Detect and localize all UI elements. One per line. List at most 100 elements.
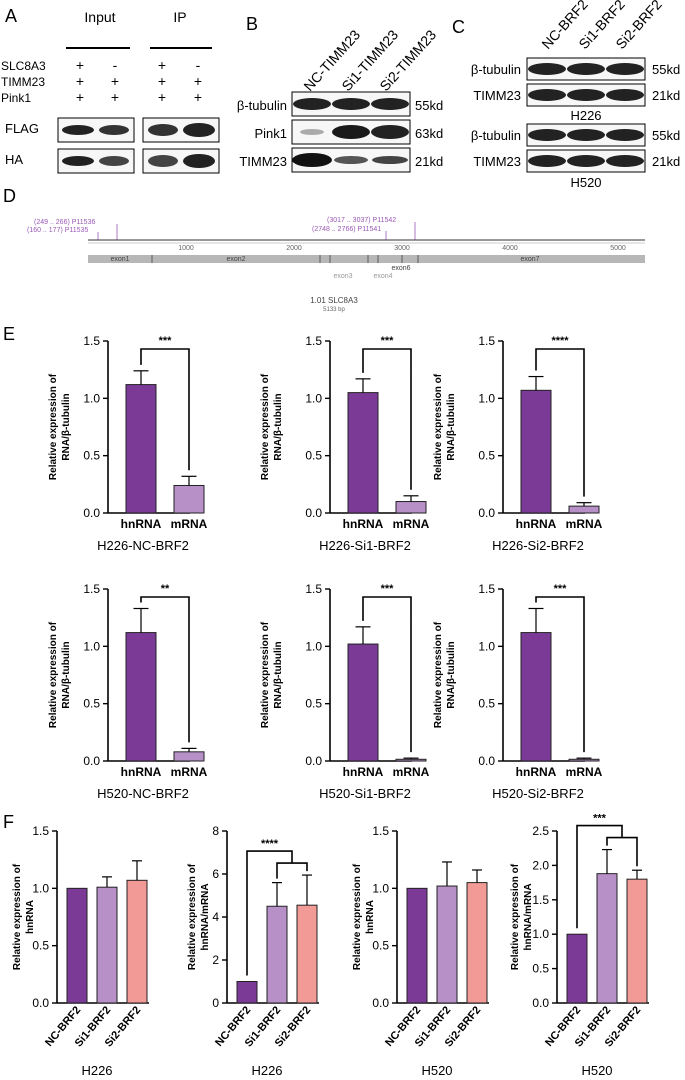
band [606, 63, 644, 75]
significance-label: *** [554, 583, 568, 595]
y-tick-label: 0.0 [305, 754, 322, 768]
band [567, 129, 605, 141]
y-tick-label: 0.0 [305, 506, 322, 520]
bar-chart: 0.0 0.5 1.0 1.5 Relative expression of RNA/β-… [48, 334, 208, 553]
panel-b: NC-TIMM23 Si1-TIMM23 Si2-TIMM23 β-tubuli… [237, 26, 443, 173]
y-tick-label: 1.0 [372, 881, 389, 895]
exon-label: exon6 [391, 265, 410, 272]
sign: - [196, 57, 201, 73]
bar [568, 505, 600, 514]
size-label: 63kd [415, 126, 443, 141]
y-tick-label: 0.5 [478, 697, 495, 711]
panel-d: (249 .. 266) P11536 (160 .. 177) P11535 … [27, 217, 645, 313]
significance-bracket [140, 348, 190, 471]
significance-label: *** [381, 583, 395, 595]
y-axis-label-line: Relative expression of [12, 863, 23, 970]
primer-label: (3017 .. 3037) P11542 [327, 217, 396, 224]
bar [520, 632, 552, 762]
band [332, 125, 370, 139]
y-tick-label: 1.5 [478, 334, 495, 348]
chart-title: H520-NC-BRF2 [97, 786, 189, 801]
sign: + [76, 73, 84, 89]
row-label-timm23: TIMM23 [1, 75, 45, 89]
bar [436, 885, 458, 1004]
band [372, 156, 408, 164]
size-label: 21kd [652, 88, 680, 103]
y-axis-label-line: Relative expression of [187, 863, 198, 970]
row-label: β-tubulin [471, 128, 521, 143]
chart-title: H226 [81, 1063, 112, 1078]
category-label: mRNA [171, 765, 208, 779]
significance-label: *** [593, 813, 607, 825]
band [62, 156, 94, 166]
y-tick-label: 0.5 [305, 697, 322, 711]
y-tick-label: 0.5 [83, 449, 100, 463]
y-tick-label: 0.0 [83, 506, 100, 520]
chart-title: H520-Si2-BRF2 [492, 786, 584, 801]
cell-label: H520 [570, 175, 601, 190]
band [606, 129, 644, 141]
y-tick-label: 0.5 [32, 939, 49, 953]
category-label: hnRNA [516, 765, 557, 779]
y-tick-label: 1.5 [83, 582, 100, 596]
gene-length: 5133 bp [323, 307, 345, 313]
panel-letter-a: A [5, 6, 17, 26]
bar-chart: 0.0 0.5 1.0 1.5 Relative expression of RNA/β-… [48, 582, 208, 801]
bar [520, 389, 552, 514]
category-label: hnRNA [121, 765, 162, 779]
y-axis-label: Relative expression of RNA/β-tubulin [433, 621, 457, 728]
band [332, 98, 370, 110]
y-axis-label: Relative expression of hnRNA [12, 863, 36, 970]
primer-label: (2748 .. 2766) P11541 [312, 226, 381, 233]
y-tick-label: 0 [212, 996, 219, 1010]
bar [96, 886, 118, 1004]
significance-label: ** [161, 583, 170, 595]
significance-label: **** [261, 838, 279, 850]
bar [125, 384, 157, 514]
sign: + [76, 89, 84, 105]
sign: - [113, 57, 118, 73]
y-axis-label-line: RNA/β-tubulin [61, 641, 72, 708]
ruler-label: 4000 [502, 245, 518, 252]
y-axis-label-line: Relative expression of [433, 373, 444, 480]
band [293, 98, 331, 110]
y-axis-label: Relative expression of hnRNA [352, 863, 376, 970]
y-axis-label: Relative expression of RNA/β-tubulin [260, 621, 284, 728]
y-axis-label-line: Relative expression of [510, 863, 521, 970]
significance-label: **** [551, 335, 569, 347]
band [567, 63, 605, 75]
significance-bracket [140, 596, 190, 743]
significance-label: *** [159, 335, 173, 347]
band [371, 125, 409, 139]
y-tick-label: 0.5 [83, 697, 100, 711]
band [567, 89, 605, 101]
row-label: TIMM23 [239, 154, 287, 169]
y-axis-label-line: RNA/β-tubulin [446, 641, 457, 708]
category-label: mRNA [171, 517, 208, 531]
primer-label: (249 .. 266) P11536 [34, 219, 95, 226]
exon-label: exon1 [110, 256, 129, 263]
input-label: Input [84, 9, 115, 25]
y-tick-label: 6 [212, 867, 219, 881]
y-tick-label: 2 [212, 953, 219, 967]
y-tick-label: 0.0 [532, 996, 549, 1010]
significance-bracket [576, 824, 623, 929]
band [183, 123, 215, 137]
y-tick-label: 1.0 [32, 881, 49, 895]
row-label-slc8a3: SLC8A3 [1, 59, 46, 73]
significance-bracket [276, 862, 308, 879]
bar-chart: 0.0 0.5 1.0 1.5 Relative expression of RNA/β-… [433, 582, 603, 801]
category-label: hnRNA [343, 765, 384, 779]
y-tick-label: 1.0 [83, 391, 100, 405]
panel-letter-d: D [3, 186, 16, 206]
chart-title: H520 [581, 1063, 612, 1078]
sign: + [194, 73, 202, 89]
band [148, 155, 178, 167]
y-axis-label-line: hnRNA/mRNA [523, 883, 534, 950]
y-axis-label-line: RNA/β-tubulin [61, 393, 72, 460]
chart-title: H226-Si2-BRF2 [492, 538, 584, 553]
band [606, 155, 644, 167]
sign: + [158, 89, 166, 105]
y-axis-label-line: hnRNA [25, 900, 36, 934]
gene-name: 1.01 SLC8A3 [310, 296, 358, 305]
